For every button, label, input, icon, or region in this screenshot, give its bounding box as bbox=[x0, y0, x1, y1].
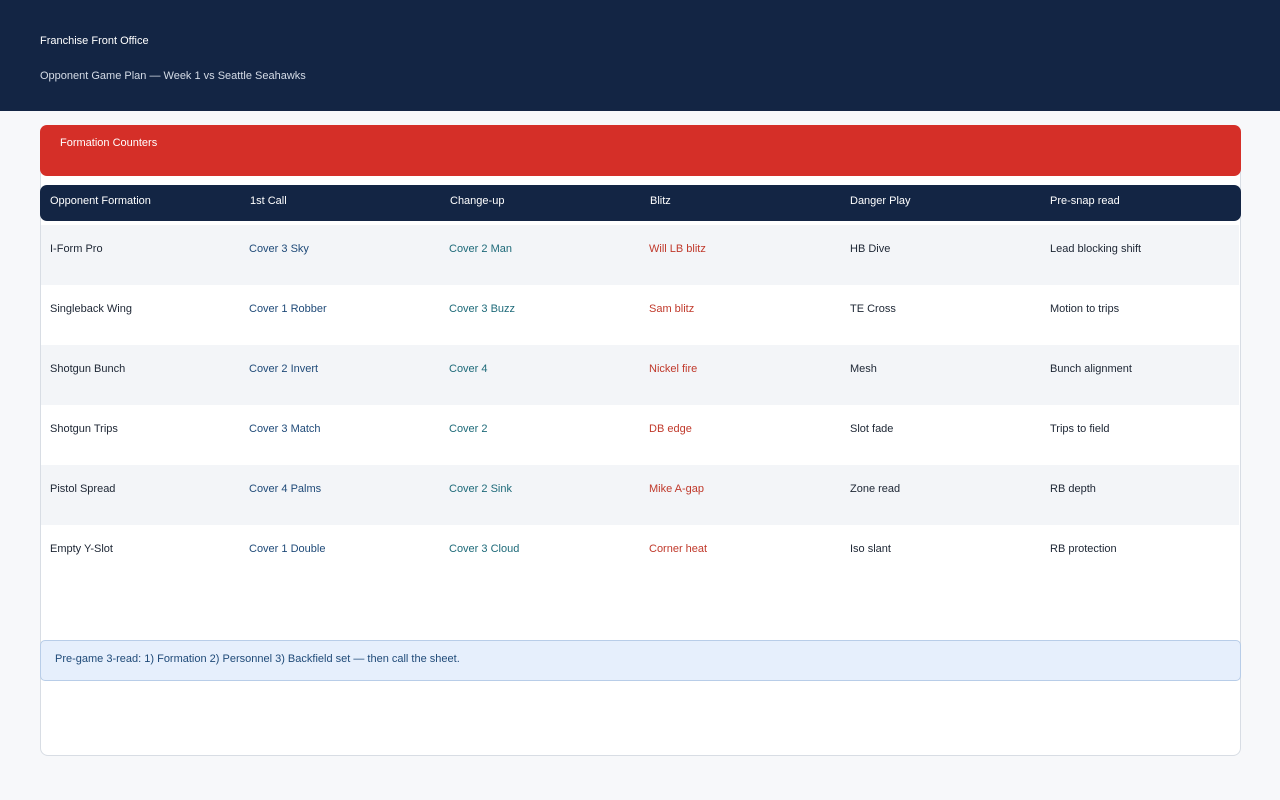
cell-blitz: Nickel fire bbox=[649, 363, 698, 375]
table-row: Pistol Spread Cover 4 Palms Cover 2 Sink… bbox=[41, 465, 1239, 525]
table-row: Empty Y-Slot Cover 1 Double Cover 3 Clou… bbox=[41, 525, 1239, 585]
table-row: Shotgun Trips Cover 3 Match Cover 2 DB e… bbox=[41, 405, 1239, 465]
app-title: Franchise Front Office bbox=[40, 35, 149, 47]
cell-pre-snap-read: RB depth bbox=[1050, 483, 1096, 495]
table-row: I-Form Pro Cover 3 Sky Cover 2 Man Will … bbox=[41, 225, 1239, 285]
cell-pre-snap-read: Motion to trips bbox=[1050, 303, 1120, 315]
cell-danger-play: Zone read bbox=[850, 483, 901, 495]
column-header-change-up: Change-up bbox=[450, 195, 505, 207]
column-header-opponent-formation: Opponent Formation bbox=[50, 195, 151, 207]
cell-change-up: Cover 3 Cloud bbox=[449, 543, 520, 555]
cell-pre-snap-read: Lead blocking shift bbox=[1050, 243, 1142, 255]
cell-change-up: Cover 2 Sink bbox=[449, 483, 512, 495]
cell-opponent-formation: Singleback Wing bbox=[50, 303, 132, 315]
section-title: Formation Counters bbox=[60, 137, 158, 149]
column-header-first-call: 1st Call bbox=[250, 195, 287, 207]
cell-opponent-formation: Empty Y-Slot bbox=[50, 543, 113, 555]
table-row: Singleback Wing Cover 1 Robber Cover 3 B… bbox=[41, 285, 1239, 345]
cell-first-call: Cover 1 Robber bbox=[249, 303, 327, 315]
table-body: I-Form Pro Cover 3 Sky Cover 2 Man Will … bbox=[41, 225, 1239, 585]
cell-first-call: Cover 2 Invert bbox=[249, 363, 319, 375]
table-header: Opponent Formation 1st Call Change-up Bl… bbox=[40, 185, 1241, 221]
pregame-reminder-text: Pre-game 3-read: 1) Formation 2) Personn… bbox=[55, 653, 460, 665]
cell-pre-snap-read: Bunch alignment bbox=[1050, 363, 1132, 375]
cell-opponent-formation: I-Form Pro bbox=[50, 243, 103, 255]
cell-first-call: Cover 3 Sky bbox=[249, 243, 309, 255]
cell-opponent-formation: Pistol Spread bbox=[50, 483, 116, 495]
cell-change-up: Cover 3 Buzz bbox=[449, 303, 516, 315]
column-header-danger-play: Danger Play bbox=[850, 195, 911, 207]
column-header-blitz: Blitz bbox=[650, 195, 671, 207]
cell-first-call: Cover 4 Palms bbox=[249, 483, 322, 495]
cell-danger-play: Iso slant bbox=[850, 543, 891, 555]
cell-blitz: Mike A-gap bbox=[649, 483, 705, 495]
cell-blitz: Sam blitz bbox=[649, 303, 695, 315]
cell-change-up: Cover 4 bbox=[449, 363, 488, 375]
cell-change-up: Cover 2 Man bbox=[449, 243, 512, 255]
pregame-reminder-note: Pre-game 3-read: 1) Formation 2) Personn… bbox=[40, 640, 1241, 681]
cell-pre-snap-read: Trips to field bbox=[1050, 423, 1110, 435]
app-header: Franchise Front Office Opponent Game Pla… bbox=[0, 0, 1280, 111]
cell-first-call: Cover 3 Match bbox=[249, 423, 321, 435]
cell-opponent-formation: Shotgun Bunch bbox=[50, 363, 126, 375]
cell-opponent-formation: Shotgun Trips bbox=[50, 423, 118, 435]
cell-blitz: DB edge bbox=[649, 423, 692, 435]
cell-change-up: Cover 2 bbox=[449, 423, 488, 435]
cell-danger-play: HB Dive bbox=[850, 243, 891, 255]
cell-blitz: Corner heat bbox=[649, 543, 708, 555]
cell-danger-play: TE Cross bbox=[850, 303, 896, 315]
page-subtitle: Opponent Game Plan — Week 1 vs Seattle S… bbox=[40, 70, 306, 82]
column-header-pre-snap-read: Pre-snap read bbox=[1050, 195, 1120, 207]
cell-pre-snap-read: RB protection bbox=[1050, 543, 1117, 555]
cell-blitz: Will LB blitz bbox=[649, 243, 706, 255]
table-row: Shotgun Bunch Cover 2 Invert Cover 4 Nic… bbox=[41, 345, 1239, 405]
cell-danger-play: Mesh bbox=[850, 363, 877, 375]
section-banner: Formation Counters bbox=[40, 125, 1241, 176]
cell-first-call: Cover 1 Double bbox=[249, 543, 326, 555]
cell-danger-play: Slot fade bbox=[850, 423, 894, 435]
